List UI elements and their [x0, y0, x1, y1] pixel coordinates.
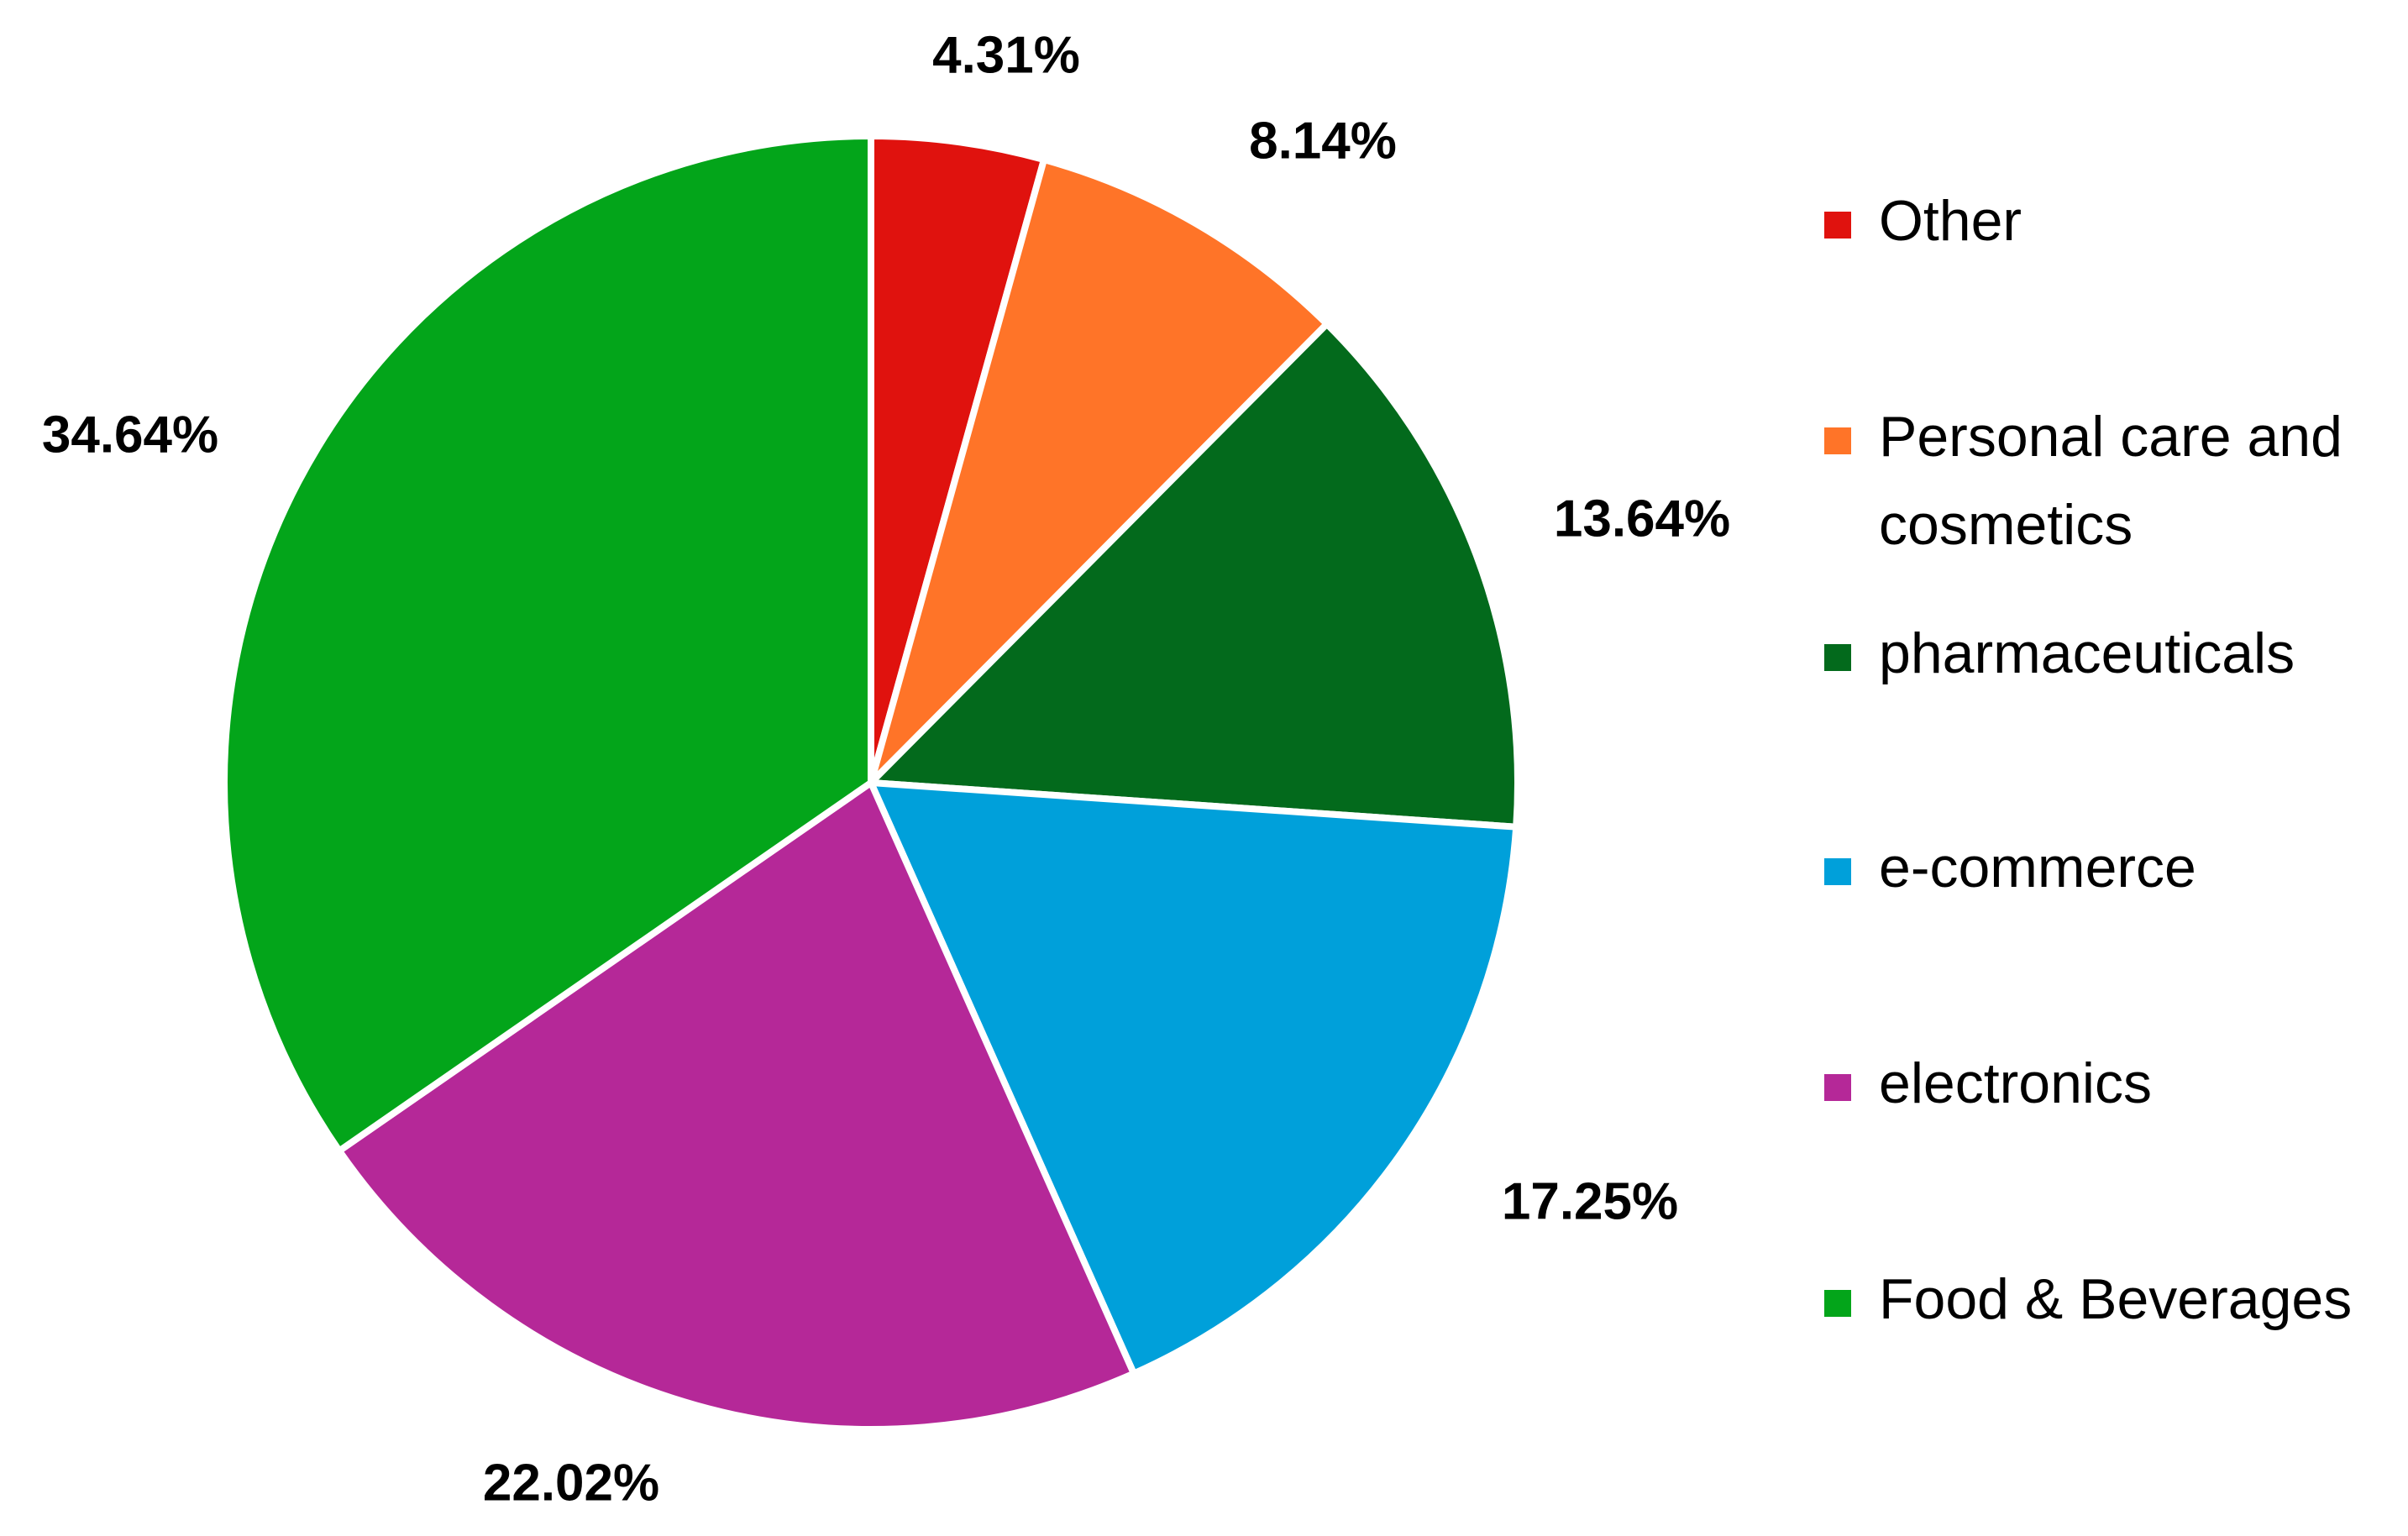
data-label-e-commerce: 17.25% — [1502, 1172, 1678, 1230]
data-label-pharmaceuticals: 13.64% — [1554, 490, 1730, 548]
legend-item-other: Other — [1824, 189, 2022, 253]
legend-label-other: Other — [1879, 189, 2022, 253]
data-label-electronics: 22.02% — [483, 1454, 659, 1512]
data-label-personal-care-and-cosmetics: 8.14% — [1249, 112, 1397, 170]
pie-slice-pharmaceuticals — [868, 320, 1521, 831]
pie-slice-e-commerce — [868, 779, 1520, 1377]
data-label-other: 4.31% — [932, 26, 1080, 84]
legend-label-personal-care-and-cosmetics-line-2: cosmetics — [1879, 493, 2133, 557]
legend-label-e-commerce: e-commerce — [1879, 836, 2196, 899]
legend-item-electronics: electronics — [1824, 1051, 2152, 1115]
pie-slice-electronics — [335, 779, 1137, 1433]
legend-marker-food-and-beverages — [1824, 1290, 1851, 1317]
legend-item-e-commerce: e-commerce — [1824, 836, 2196, 899]
legend-label-pharmaceuticals: pharmaceuticals — [1879, 621, 2295, 685]
pie-slice-food-and-beverages — [221, 133, 874, 1155]
legend-marker-personal-care-and-cosmetics — [1824, 427, 1851, 454]
data-label-food-and-beverages: 34.64% — [42, 406, 218, 464]
legend-label-personal-care-and-cosmetics-line-1: Personal care and — [1879, 405, 2342, 469]
legend-label-electronics: electronics — [1879, 1051, 2152, 1115]
legend-marker-other — [1824, 212, 1851, 239]
legend-marker-electronics — [1824, 1074, 1851, 1101]
legend-item-food-and-beverages: Food & Beverages — [1824, 1267, 2352, 1331]
legend-marker-pharmaceuticals — [1824, 644, 1851, 671]
legend-item-pharmaceuticals: pharmaceuticals — [1824, 621, 2295, 685]
pie-slice-personal-care-and-cosmetics — [868, 156, 1330, 786]
legend-item-personal-care-and-cosmetics: Personal care and cosmetics — [1824, 405, 2342, 557]
pie-slices — [221, 133, 1521, 1433]
legend: Other Personal care and cosmetics pharmaceu… — [1824, 189, 2352, 1331]
legend-label-food-and-beverages: Food & Beverages — [1879, 1267, 2352, 1331]
data-labels: 4.31% 8.14% 13.64% 17.25% 22.02% 34.64% — [42, 26, 1730, 1512]
legend-marker-e-commerce — [1824, 858, 1851, 885]
